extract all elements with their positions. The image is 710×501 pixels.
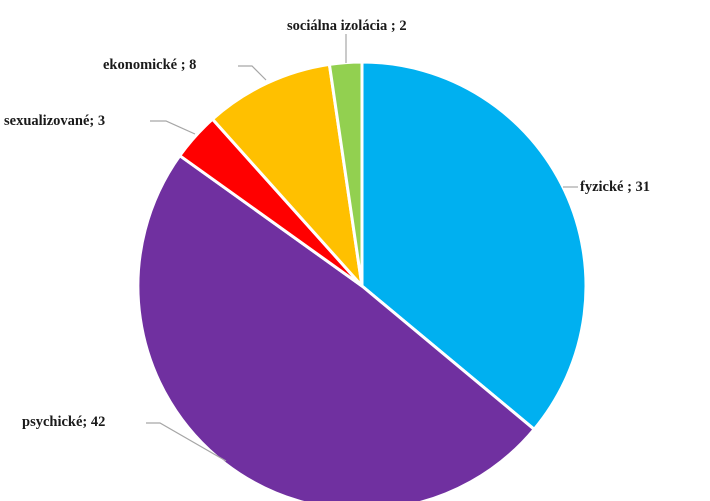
pie-slice-fyzicke — [360, 60, 588, 431]
leader-line-ekonomicke — [238, 65, 267, 81]
data-labels: fyzické ; 31 psychické; 42 sexualizované… — [4, 18, 650, 430]
leader-lines — [146, 34, 578, 462]
leader-line-psychicke — [146, 422, 227, 462]
data-label-fyzicke: fyzické ; 31 — [580, 179, 650, 195]
leader-line-sexualizovane — [150, 120, 196, 135]
data-label-sexualizovane: sexualizované; 3 — [4, 113, 105, 129]
data-label-socialna-izolacia: sociálna izolácia ; 2 — [287, 18, 407, 34]
pie-slice-psychicke — [136, 154, 536, 501]
data-label-psychicke: psychické; 42 — [22, 414, 105, 430]
pie-slice-ekonomicke — [211, 62, 364, 288]
data-label-ekonomicke: ekonomické ; 8 — [103, 57, 196, 73]
pie-slices — [136, 60, 588, 501]
